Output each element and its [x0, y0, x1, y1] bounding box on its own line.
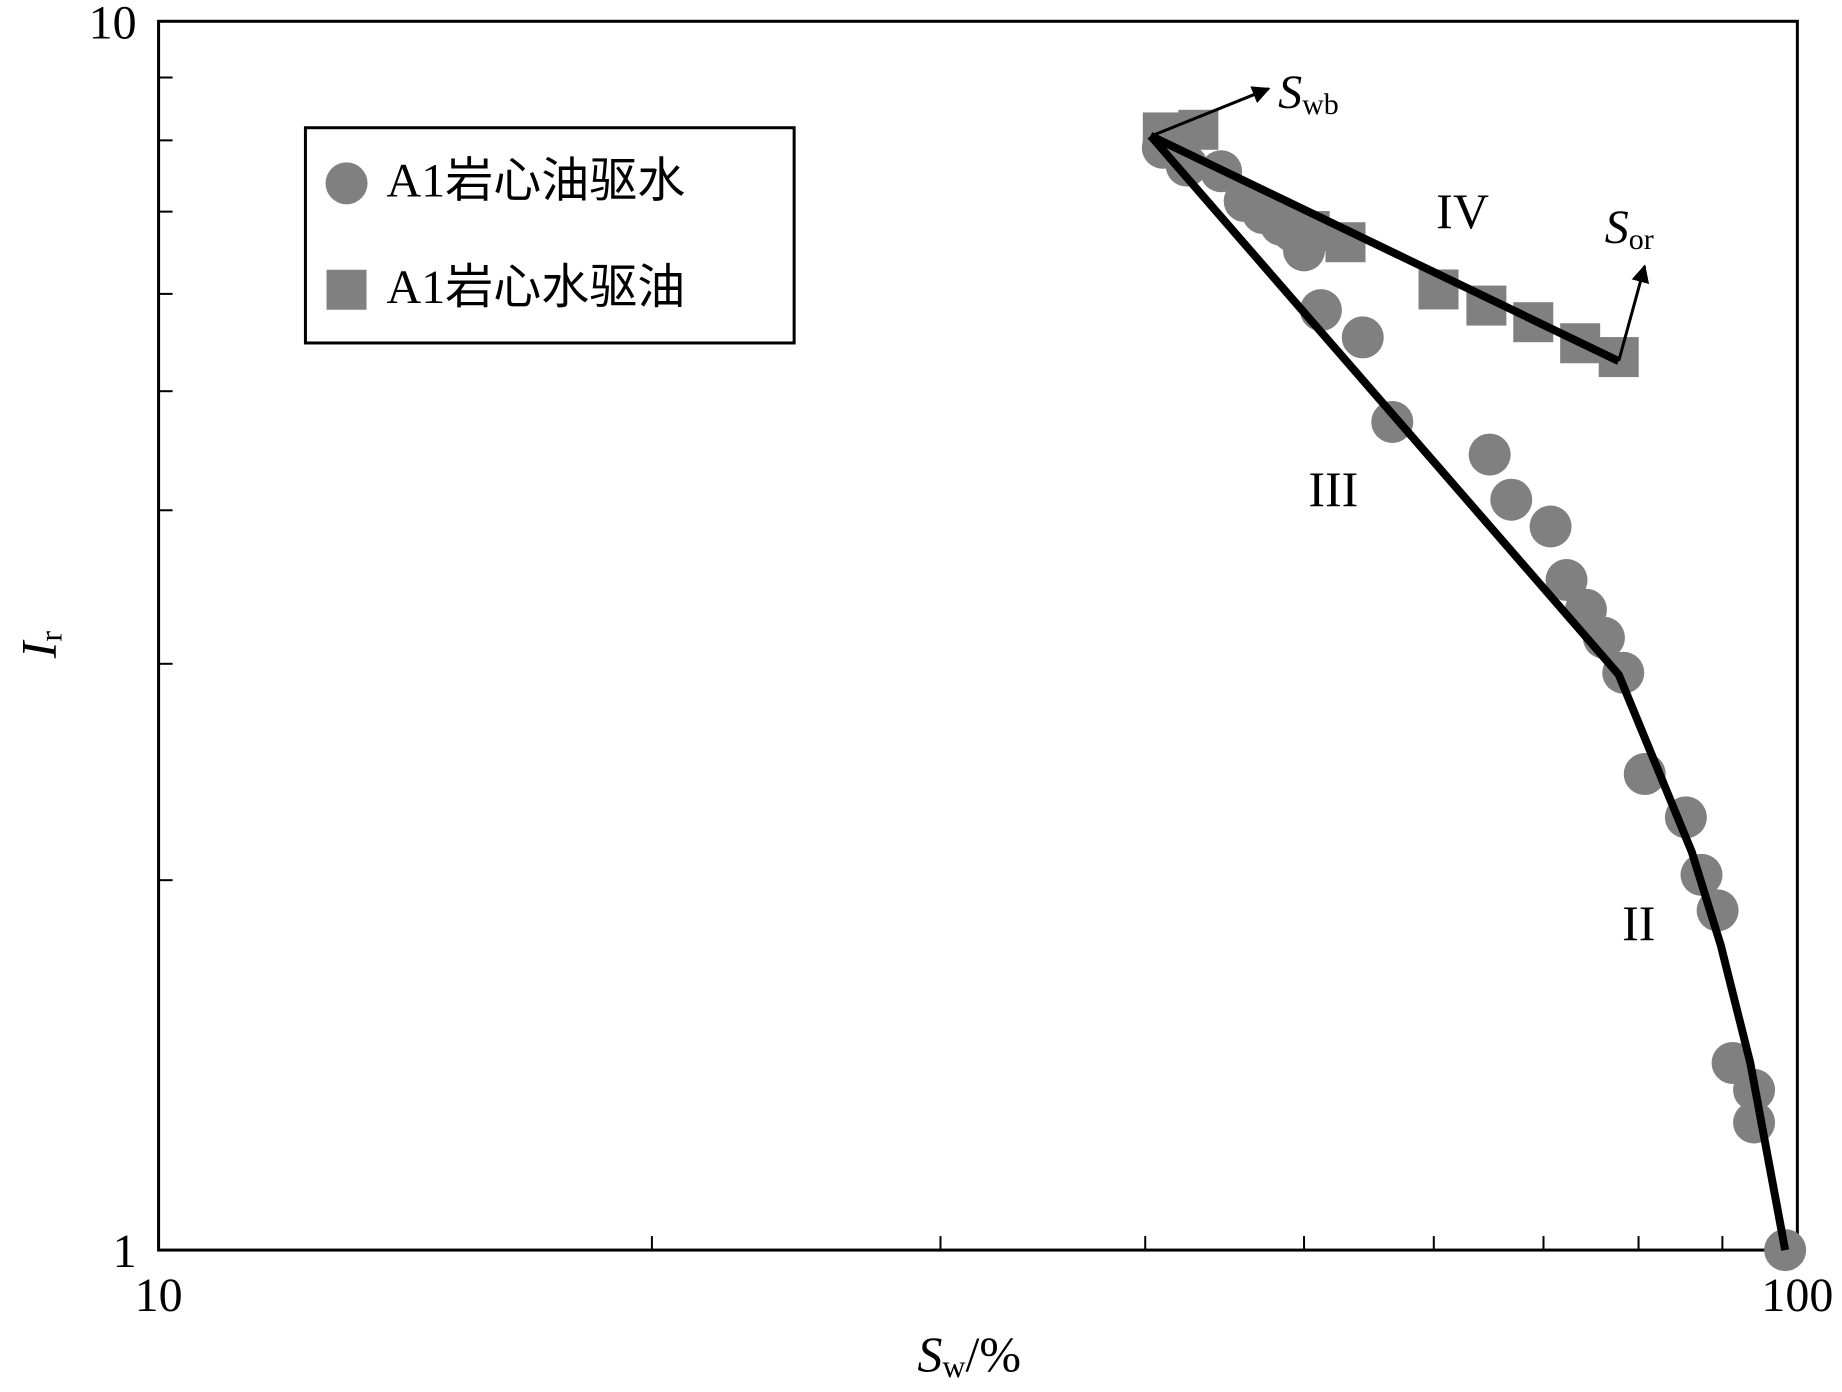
- annotation-main: S: [1278, 66, 1302, 119]
- annotation-arrow: [1617, 264, 1650, 362]
- fit-line: [1147, 133, 1790, 1251]
- annotation-arrow: [1150, 86, 1271, 138]
- x-tick-label: 100: [1761, 1269, 1833, 1322]
- y-axis-label-sub: r: [33, 631, 69, 642]
- circle-point: [1733, 1101, 1776, 1144]
- circle-point: [1490, 478, 1533, 521]
- annotation-sub: wb: [1302, 88, 1339, 121]
- circle-point: [1468, 433, 1511, 476]
- annotation-main: S: [1605, 201, 1629, 254]
- plot-frame: [157, 19, 1799, 1252]
- annotation-sub: or: [1629, 223, 1654, 256]
- region-label: IV: [1436, 183, 1489, 239]
- x-axis-label-suffix: /%: [965, 1327, 1021, 1383]
- legend-label: A1岩心水驱油: [387, 261, 686, 314]
- annotation: Swb: [1278, 66, 1339, 121]
- y-axis-label-main: I: [11, 639, 67, 659]
- circle-point: [1529, 505, 1572, 548]
- legend-box: [303, 126, 796, 345]
- circle-point: [1545, 559, 1588, 602]
- legend-label: A1岩心油驱水: [387, 154, 686, 207]
- x-axis-label-main: S: [917, 1327, 942, 1383]
- circle-point: [1371, 400, 1414, 443]
- legend-marker: [325, 162, 368, 205]
- y-tick-label: 1: [113, 1225, 137, 1278]
- x-axis-label-sub: w: [942, 1348, 965, 1384]
- y-tick-label: 10: [89, 0, 137, 49]
- x-axis-label: Sw/%: [917, 1327, 1021, 1385]
- region-label: III: [1308, 461, 1358, 517]
- region-label: II: [1622, 895, 1655, 951]
- fit-line: [1148, 132, 1621, 365]
- x-tick-label: 10: [135, 1269, 183, 1322]
- circle-point: [1341, 316, 1384, 359]
- annotation: Sor: [1605, 201, 1654, 256]
- y-axis-label: Ir: [11, 631, 69, 660]
- legend-marker: [326, 269, 367, 310]
